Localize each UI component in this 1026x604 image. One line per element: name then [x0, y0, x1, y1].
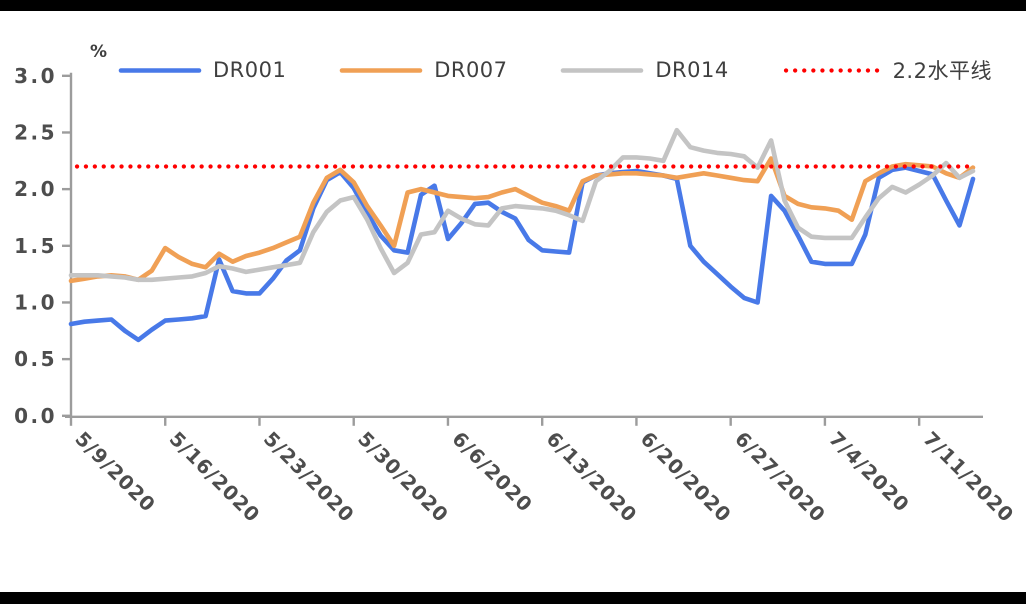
- series-line-dr007: [68, 156, 976, 284]
- legend-label-dr001: DR001: [213, 58, 287, 82]
- x-tick-label: 5/9/2020: [70, 427, 160, 517]
- y-axis-unit-label: %: [90, 42, 108, 62]
- x-tick-label: 7/4/2020: [824, 427, 914, 517]
- dr014-line-swatch-icon: [561, 67, 644, 73]
- y-tick-label: 2.0: [14, 177, 57, 201]
- series-line-dr014: [68, 127, 976, 283]
- reference-dotted-swatch-icon: [783, 67, 880, 73]
- legend-label-dr014: DR014: [655, 58, 729, 82]
- y-tick-label: 0.0: [14, 404, 57, 428]
- y-tick-label: 3.0: [14, 64, 57, 88]
- legend-item-dr014: DR014: [560, 58, 728, 82]
- y-tick-label: 0.5: [14, 347, 57, 371]
- chart-legend: DR001 DR007 DR014 2.2水平线: [118, 56, 992, 84]
- legend-item-dr007: DR007: [339, 58, 507, 82]
- x-tick-label: 6/6/2020: [447, 427, 537, 517]
- y-tick-label: 1.5: [14, 234, 57, 258]
- x-tick-label: 5/30/2020: [353, 427, 453, 527]
- top-border-bar: [0, 0, 1026, 11]
- x-tick-label: 6/27/2020: [730, 427, 830, 527]
- dr001-line-swatch-icon: [118, 67, 202, 73]
- x-tick-label: 6/20/2020: [636, 427, 736, 527]
- x-tick-label: 5/23/2020: [259, 427, 359, 527]
- x-tick-label: 5/16/2020: [165, 427, 265, 527]
- legend-item-dr001: DR001: [118, 58, 286, 82]
- axes: 3.02.52.01.51.00.50.05/9/2020 5/16/20205/…: [14, 64, 1018, 527]
- x-tick-label: 6/13/2020: [542, 427, 642, 527]
- y-tick-label: 1.0: [14, 290, 57, 314]
- legend-item-reference-line: 2.2水平线: [782, 55, 992, 85]
- bottom-border-bar: [0, 592, 1026, 604]
- y-tick-label: 2.5: [14, 120, 57, 144]
- legend-label-reference-line: 2.2水平线: [892, 59, 992, 83]
- dr007-line-swatch-icon: [339, 67, 423, 73]
- x-tick-label: 7/11/2020: [919, 427, 1019, 527]
- legend-label-dr007: DR007: [434, 58, 508, 82]
